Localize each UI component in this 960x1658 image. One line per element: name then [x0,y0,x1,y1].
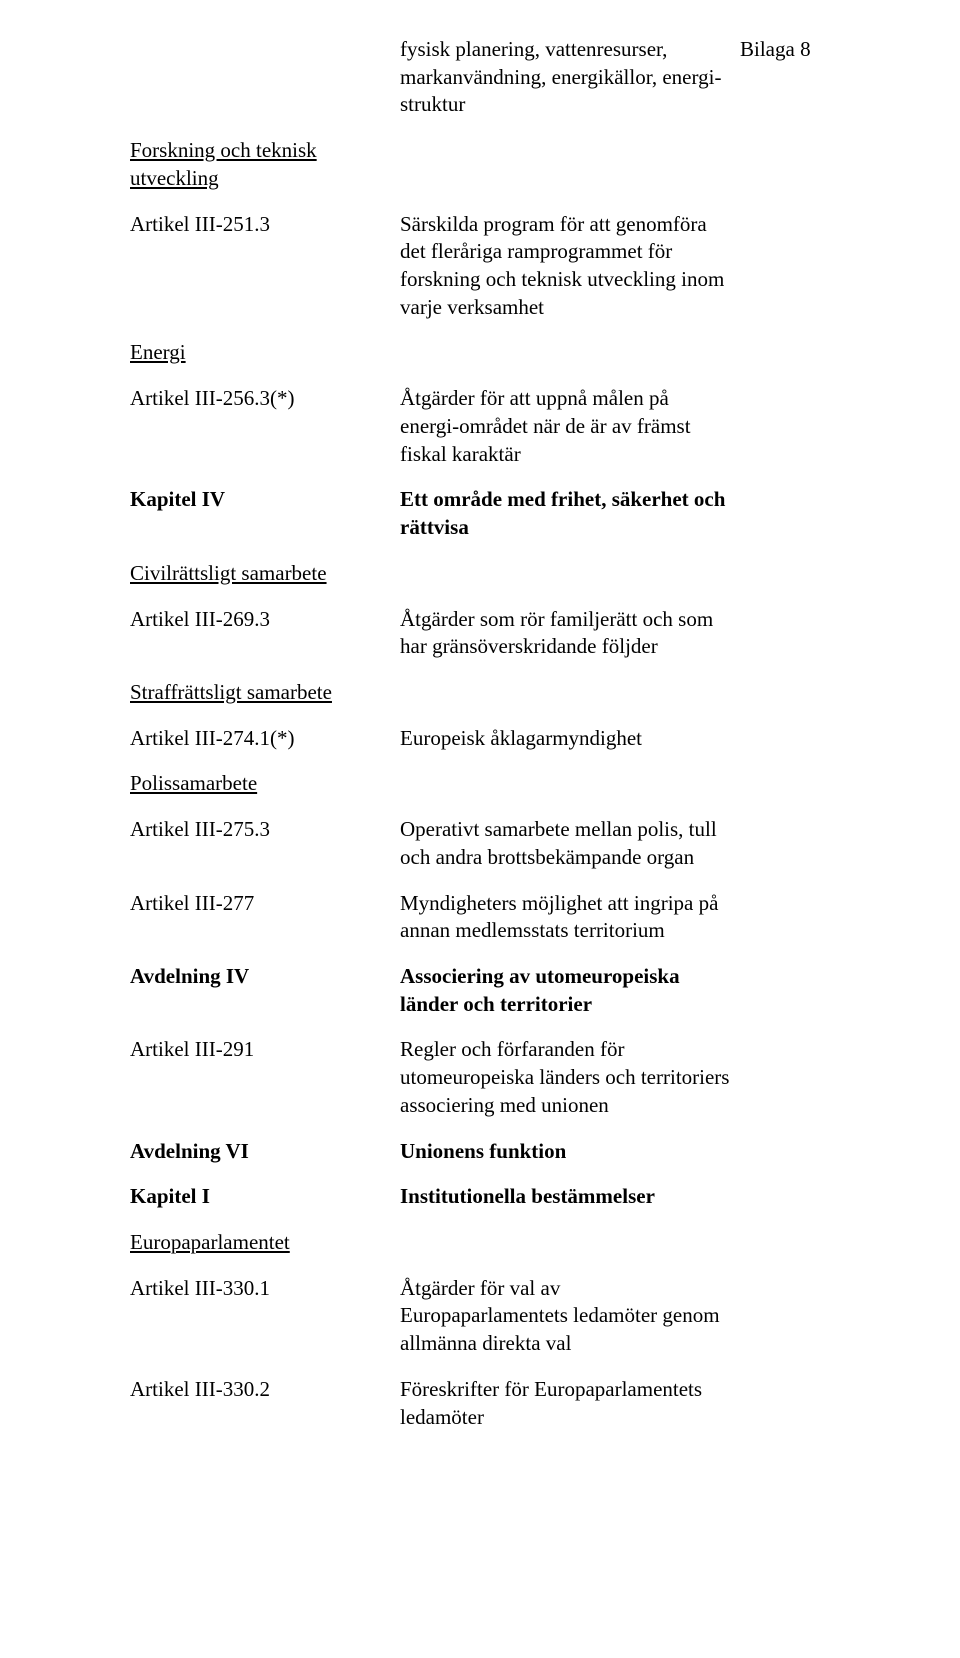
article-reference: Energi [130,339,400,367]
header-row: fysisk planering, vattenresurser, markan… [130,36,850,119]
article-reference: Artikel III-275.3 [130,816,400,844]
article-reference: Avdelning IV [130,963,400,991]
article-row: Europaparlamentet [130,1229,850,1257]
article-description: Ett område med frihet, säkerhet och rätt… [400,486,732,541]
article-reference: Artikel III-256.3(*) [130,385,400,413]
header-description: fysisk planering, vattenresurser, markan… [400,36,732,119]
article-row: Artikel III-274.1(*)Europeisk åklagarmyn… [130,725,850,753]
article-row: Artikel III-275.3Operativt samarbete mel… [130,816,850,871]
article-description: Föreskrifter för Europaparlamentets leda… [400,1376,732,1431]
article-description: Europeisk åklagarmyndighet [400,725,732,753]
article-row: Artikel III-251.3Särskilda program för a… [130,211,850,322]
article-row: Avdelning VIUnionens funktion [130,1138,850,1166]
article-row: Straffrättsligt samarbete [130,679,850,707]
article-reference: Polissamarbete [130,770,400,798]
article-row: Artikel III-277Myndigheters möjlighet at… [130,890,850,945]
article-reference: Artikel III-274.1(*) [130,725,400,753]
article-reference: Kapitel IV [130,486,400,514]
article-row: Forskning och teknisk utveckling [130,137,850,192]
article-description: Institutionella bestämmelser [400,1183,732,1211]
article-row: Civilrättsligt samarbete [130,560,850,588]
article-reference: Artikel III-277 [130,890,400,918]
article-reference: Forskning och teknisk utveckling [130,137,400,192]
article-reference: Europaparlamentet [130,1229,400,1257]
article-description: Åtgärder som rör familjerätt och som har… [400,606,732,661]
article-description: Åtgärder för val av Europaparlamentets l… [400,1275,732,1358]
article-description: Operativt samarbete mellan polis, tull o… [400,816,732,871]
article-row: Artikel III-330.2Föreskrifter för Europa… [130,1376,850,1431]
article-reference: Avdelning VI [130,1138,400,1166]
article-reference: Artikel III-251.3 [130,211,400,239]
article-description: Åtgärder för att uppnå målen på energi-o… [400,385,732,468]
article-row: Energi [130,339,850,367]
article-rows-container: Forskning och teknisk utveckling Artikel … [130,137,850,1431]
article-reference: Artikel III-269.3 [130,606,400,634]
article-description: Associering av utomeuropeiska länder och… [400,963,732,1018]
article-row: Artikel III-291Regler och förfaranden fö… [130,1036,850,1119]
article-description: Särskilda program för att genomföra det … [400,211,732,322]
annex-label: Bilaga 8 [732,36,850,64]
article-reference: Civilrättsligt samarbete [130,560,400,588]
article-row: Artikel III-269.3Åtgärder som rör familj… [130,606,850,661]
article-row: Polissamarbete [130,770,850,798]
article-row: Artikel III-330.1Åtgärder för val av Eur… [130,1275,850,1358]
article-row: Avdelning IVAssociering av utomeuropeisk… [130,963,850,1018]
article-reference: Artikel III-291 [130,1036,400,1064]
article-row: Artikel III-256.3(*)Åtgärder för att upp… [130,385,850,468]
article-description: Myndigheters möjlighet att ingripa på an… [400,890,732,945]
article-row: Kapitel IInstitutionella bestämmelser [130,1183,850,1211]
article-reference: Kapitel I [130,1183,400,1211]
article-description: Regler och förfaranden för utomeuropeisk… [400,1036,732,1119]
article-reference: Artikel III-330.1 [130,1275,400,1303]
article-row: Kapitel IVEtt område med frihet, säkerhe… [130,486,850,541]
document-page: fysisk planering, vattenresurser, markan… [0,0,960,1658]
article-reference: Artikel III-330.2 [130,1376,400,1404]
article-description: Unionens funktion [400,1138,732,1166]
article-reference: Straffrättsligt samarbete [130,679,400,707]
